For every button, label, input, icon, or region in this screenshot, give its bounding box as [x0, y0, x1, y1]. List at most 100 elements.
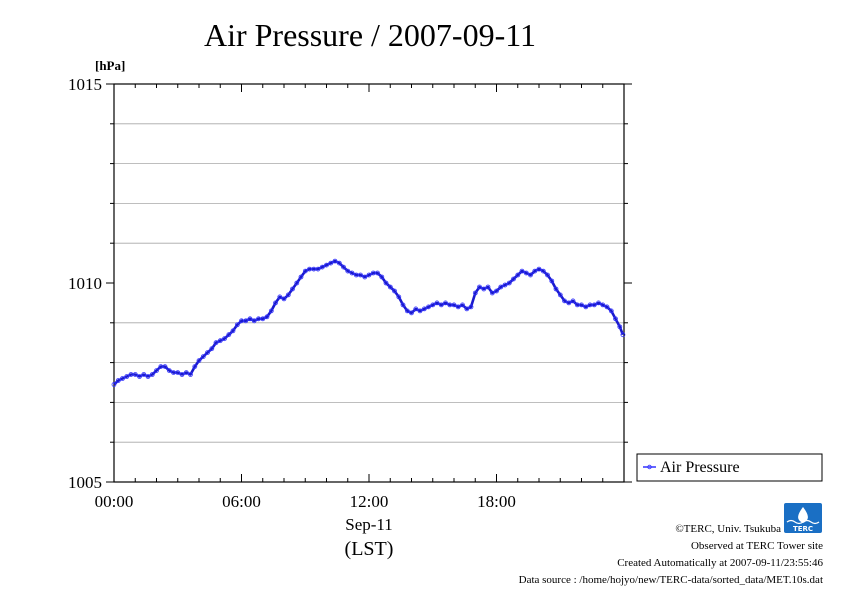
- data-point: [455, 304, 461, 310]
- legend-marker-swatch: [647, 464, 652, 470]
- data-point: [494, 288, 499, 294]
- data-point: [464, 306, 470, 312]
- x-axis-date-label: Sep-11: [345, 515, 393, 534]
- data-point: [349, 270, 355, 276]
- x-tick-label: 00:00: [95, 492, 134, 511]
- data-point: [213, 340, 219, 346]
- data-point: [591, 302, 597, 308]
- data-point: [298, 274, 304, 280]
- data-point: [141, 372, 147, 377]
- data-point: [336, 260, 342, 266]
- data-point: [477, 284, 482, 290]
- data-point: [222, 336, 227, 342]
- data-point: [124, 374, 130, 379]
- y-tick-label: 1010: [68, 274, 102, 293]
- data-point: [523, 270, 529, 276]
- data-point: [566, 300, 572, 306]
- data-point: [438, 302, 444, 308]
- data-point: [145, 374, 151, 379]
- data-point: [273, 300, 278, 306]
- data-point: [620, 332, 626, 338]
- series-line: [113, 259, 625, 386]
- data-point: [434, 300, 440, 306]
- data-point: [498, 284, 504, 290]
- data-point: [515, 272, 521, 278]
- data-point: [413, 306, 419, 312]
- wave-icon: [786, 519, 820, 525]
- chart-title: Air Pressure / 2007-09-11: [204, 17, 536, 53]
- data-point: [154, 368, 159, 374]
- data-point: [396, 294, 402, 300]
- y-axis-unit-label: [hPa]: [95, 58, 125, 73]
- data-point: [519, 268, 525, 274]
- creation-time-text: Created Automatically at 2007-09-11/23:5…: [617, 557, 823, 569]
- data-point: [536, 266, 542, 272]
- data-point: [506, 280, 512, 286]
- data-point: [579, 302, 584, 308]
- data-point: [209, 346, 215, 352]
- data-point: [387, 284, 393, 290]
- data-point: [443, 300, 448, 306]
- x-axis-timezone-label: (LST): [345, 538, 394, 560]
- data-point: [460, 302, 465, 308]
- data-point: [404, 308, 410, 314]
- y-tick-label: 1015: [68, 75, 102, 94]
- data-point: [302, 268, 308, 274]
- data-point: [200, 354, 206, 360]
- data-point: [383, 280, 389, 286]
- data-point: [426, 304, 431, 310]
- data-point: [111, 382, 117, 387]
- data-point: [341, 264, 346, 270]
- plot-frame: [113, 83, 625, 483]
- data-point: [366, 272, 372, 278]
- x-tick-label: 06:00: [222, 492, 261, 511]
- data-point: [281, 296, 287, 302]
- data-point: [540, 268, 546, 274]
- data-point: [489, 290, 495, 296]
- terc-logo: TERC: [784, 503, 822, 533]
- data-point: [290, 286, 295, 292]
- data-point: [324, 262, 329, 268]
- data-point: [137, 374, 142, 379]
- legend: Air Pressure: [636, 453, 823, 482]
- x-axis: 00:00 06:00 12:00 18:00: [95, 84, 625, 511]
- data-point: [468, 304, 474, 310]
- data-point: [183, 370, 189, 376]
- water-drop-icon: [798, 507, 808, 523]
- data-point: [247, 316, 253, 322]
- data-point: [120, 376, 125, 381]
- data-point: [217, 338, 223, 344]
- data-point: [362, 274, 368, 280]
- data-point: [205, 350, 210, 356]
- data-point: [230, 328, 236, 334]
- data-point: [149, 372, 155, 377]
- data-point: [557, 292, 563, 298]
- data-point: [485, 284, 491, 290]
- data-point: [430, 302, 436, 308]
- data-point: [604, 304, 610, 310]
- data-point: [570, 298, 576, 304]
- data-point: [553, 286, 559, 292]
- data-point: [528, 272, 533, 278]
- data-point: [358, 272, 363, 278]
- gridlines: [114, 123, 624, 443]
- data-point: [294, 280, 300, 286]
- data-point: [421, 306, 427, 312]
- data-point: [328, 260, 334, 266]
- y-axis: 1005 1010 1015: [68, 75, 632, 492]
- y-tick-label: 1005: [68, 473, 102, 492]
- x-tick-label: 18:00: [477, 492, 516, 511]
- legend-box: [636, 453, 823, 482]
- data-point: [502, 282, 508, 288]
- air-pressure-series: [111, 258, 626, 387]
- data-point: [417, 308, 423, 314]
- data-point: [243, 318, 249, 324]
- data-point: [268, 308, 274, 314]
- data-point: [264, 314, 270, 320]
- x-tick-label: 12:00: [350, 492, 389, 511]
- data-point: [132, 372, 138, 377]
- data-point: [379, 274, 385, 280]
- data-point: [234, 322, 240, 328]
- data-point: [532, 268, 538, 274]
